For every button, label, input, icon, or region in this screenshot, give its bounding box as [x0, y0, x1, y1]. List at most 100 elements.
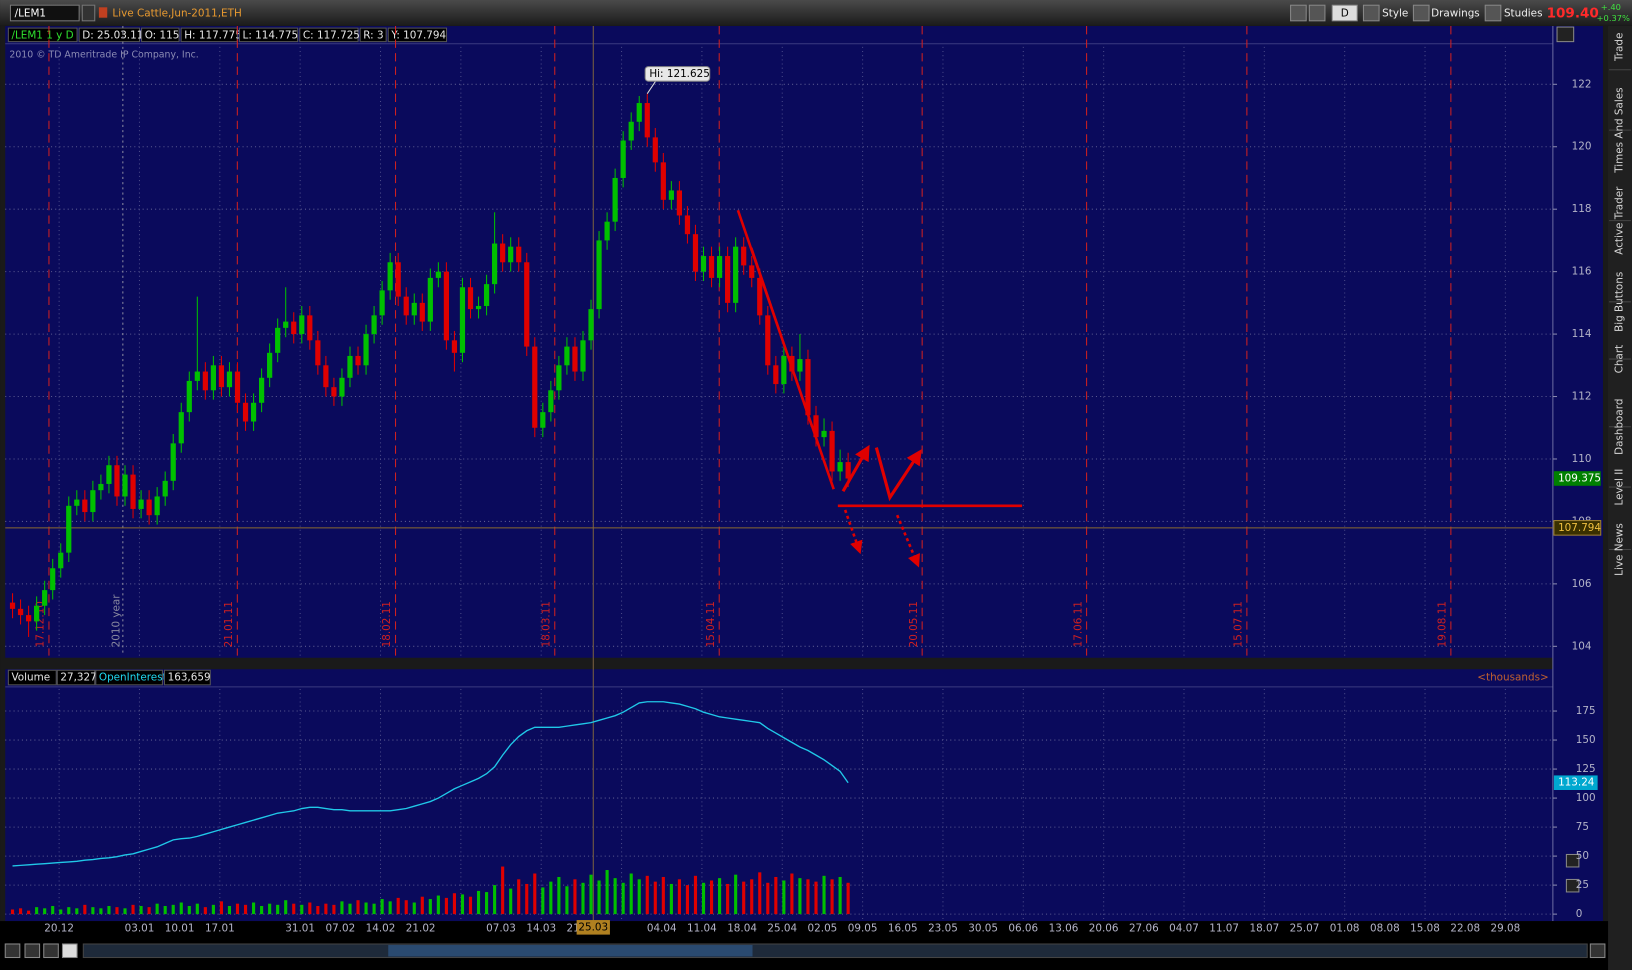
x-tick-label: 16.05 — [888, 922, 918, 934]
side-tab[interactable]: Trade — [1613, 33, 1625, 62]
x-tick-label: 18.04 — [727, 922, 757, 934]
footer-icon[interactable] — [61, 943, 78, 959]
candle-body — [130, 474, 136, 509]
x-tick-label: 07.02 — [325, 922, 355, 934]
candle-body — [516, 246, 522, 263]
candle-body — [548, 390, 554, 413]
year-label: 2010 year — [111, 594, 123, 648]
candle-body — [122, 474, 128, 497]
y-tick-label: 106 — [1572, 578, 1592, 590]
volume-bar — [709, 880, 714, 915]
candle-body — [628, 121, 634, 141]
volume-bar — [179, 902, 183, 915]
panel-button[interactable] — [1556, 26, 1575, 43]
aggregation-button[interactable] — [1331, 4, 1358, 22]
candle-body — [258, 377, 265, 403]
x-tick-label: 22.08 — [1450, 922, 1480, 934]
header-box — [238, 27, 299, 43]
x-tick-label: 17.01 — [205, 922, 235, 934]
studies-icon[interactable] — [1484, 4, 1502, 22]
footer-icon[interactable] — [4, 943, 21, 959]
drawings-icon[interactable] — [1412, 4, 1430, 22]
x-tick-label: 20.12 — [44, 922, 74, 934]
x-tick-label: 20.06 — [1089, 922, 1119, 934]
candle-body — [154, 496, 160, 516]
footer-icon[interactable] — [43, 943, 59, 959]
volume-bar — [18, 908, 23, 915]
candle-body — [684, 215, 691, 235]
expiration-label: 18.03.11 — [540, 601, 552, 647]
candle-body — [82, 499, 88, 513]
candle-body — [556, 365, 562, 391]
candle-body — [307, 315, 313, 341]
candle-body — [749, 265, 755, 278]
scrollbar[interactable] — [82, 943, 1588, 959]
candle-body — [741, 246, 747, 266]
footer-icon[interactable] — [24, 943, 41, 959]
tool-icon[interactable] — [1290, 4, 1307, 22]
header-box — [7, 27, 78, 43]
volume-bar — [581, 882, 585, 915]
x-tick-label: 21.02 — [406, 922, 436, 934]
y-tick-label: 104 — [1572, 640, 1592, 652]
candle-body — [532, 346, 538, 428]
volume-bar — [726, 883, 730, 915]
candle-body — [379, 290, 385, 316]
volume-bar — [718, 878, 722, 915]
symbol-dropdown[interactable] — [81, 4, 96, 22]
x-tick-label: 04.04 — [647, 922, 677, 934]
volume-bar — [814, 881, 818, 915]
button-label[interactable]: Style — [1382, 8, 1408, 20]
x-tick-label: 08.08 — [1370, 922, 1400, 934]
button-label[interactable]: Studies — [1504, 8, 1543, 20]
volume-bar — [268, 903, 272, 915]
candle-body — [837, 462, 843, 472]
x-tick-label: 18.07 — [1249, 922, 1279, 934]
x-tick-label: 14.03 — [526, 922, 556, 934]
side-tab[interactable]: Dashboard — [1613, 399, 1625, 455]
volume-bar — [669, 883, 673, 915]
side-tab[interactable]: Times And Sales — [1613, 87, 1625, 173]
candle-body — [242, 402, 249, 422]
candle-body — [42, 590, 48, 606]
candle-body — [403, 296, 409, 316]
y-tick-label: 118 — [1572, 203, 1592, 215]
panel-button[interactable] — [1565, 853, 1580, 868]
side-tab[interactable]: Live News — [1613, 523, 1625, 576]
header-box — [7, 669, 57, 686]
volume-bar — [838, 876, 842, 915]
volume-bar — [35, 907, 39, 915]
y-tick-label: 175 — [1576, 705, 1596, 717]
candle-body — [604, 221, 610, 241]
cursor-tag-label: 107.794 — [1558, 522, 1601, 534]
side-tab[interactable]: Level II — [1613, 469, 1625, 506]
candle-body — [74, 499, 80, 506]
candle-body — [234, 371, 241, 403]
link-icon[interactable] — [98, 7, 108, 18]
candle-body — [564, 346, 570, 366]
scroll-thumb[interactable] — [388, 945, 753, 957]
volume-bar — [460, 894, 465, 915]
side-tab[interactable]: Active Trader — [1613, 186, 1625, 255]
header-field: O: 115 — [145, 29, 180, 41]
side-tab[interactable]: Big Buttons — [1613, 272, 1625, 332]
copyright: 2010 © TD Ameritrade IP Company, Inc. — [9, 50, 198, 61]
volume-bar — [493, 885, 497, 915]
side-tab[interactable]: Chart — [1613, 345, 1625, 374]
tool-icon[interactable] — [1308, 4, 1326, 22]
header-field: 27,327 — [60, 672, 96, 684]
volume-bar — [59, 909, 63, 915]
symbol-input[interactable] — [9, 4, 80, 22]
panel-button[interactable] — [1565, 878, 1580, 893]
button-label[interactable]: Drawings — [1431, 8, 1480, 20]
volume-bar — [782, 880, 786, 915]
expiration-label: 21.01.11 — [223, 601, 235, 647]
footer-icon[interactable] — [1589, 943, 1606, 959]
candle-body — [347, 355, 353, 378]
volume-bar — [147, 907, 151, 915]
style-icon[interactable] — [1362, 4, 1380, 22]
y-tick-label: 112 — [1572, 391, 1592, 403]
volume-bar — [476, 890, 481, 915]
candle-body — [508, 246, 514, 263]
candle-body — [250, 402, 257, 422]
